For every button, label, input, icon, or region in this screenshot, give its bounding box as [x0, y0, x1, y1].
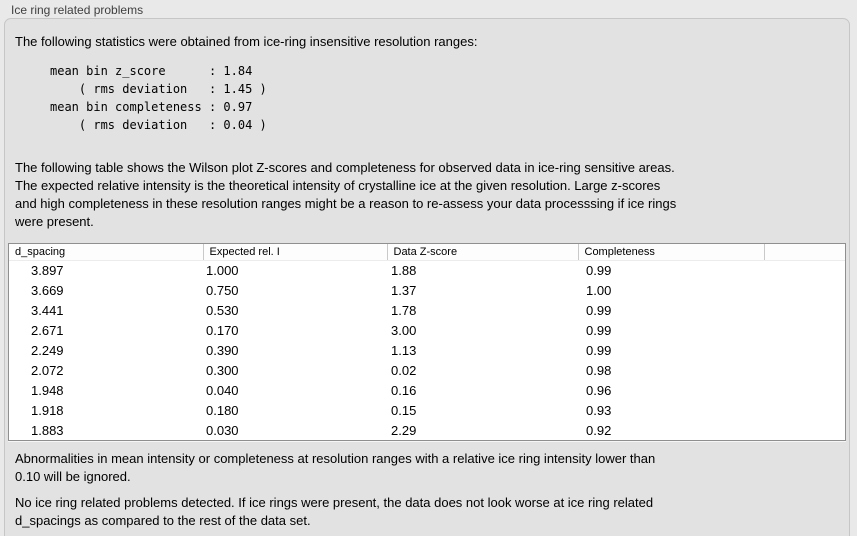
table-cell — [764, 280, 845, 300]
table-row[interactable]: 3.669 0.750 1.37 1.00 — [9, 280, 845, 300]
table-cell: 0.02 — [391, 362, 417, 378]
table-cell: 0.16 — [391, 382, 417, 398]
table-cell — [764, 420, 845, 440]
table-cell — [764, 360, 845, 380]
stat-rms-deviation-comp: ( rms deviation : 0.04 ) — [50, 118, 267, 132]
table-cell: 1.78 — [391, 302, 417, 318]
column-header-expected-rel[interactable]: Expected rel. I — [202, 244, 387, 261]
table-cell: 1.948 — [31, 382, 64, 398]
table-cell: 0.390 — [206, 342, 239, 358]
table-cell: 1.37 — [391, 282, 417, 298]
table-cell: 0.99 — [586, 342, 612, 358]
table-header-row: d_spacing Expected rel. I Data Z-score C… — [9, 244, 845, 261]
table-cell: 0.92 — [586, 422, 612, 438]
column-header-data-z-score[interactable]: Data Z-score — [386, 244, 578, 261]
table-cell: 3.441 — [31, 302, 64, 318]
table-cell — [764, 320, 845, 340]
table-cell: 2.671 — [31, 322, 64, 338]
table-cell: 0.530 — [206, 302, 239, 318]
table-row[interactable]: 2.249 0.390 1.13 0.99 — [9, 340, 845, 360]
stats-summary-block: mean bin z_score : 1.84 ( rms deviation … — [50, 62, 849, 134]
table-cell: 3.897 — [31, 262, 64, 278]
column-header-d-spacing[interactable]: d_spacing — [9, 244, 203, 261]
note-conclusion: No ice ring related problems detected. I… — [15, 495, 654, 528]
stats-intro-text: The following statistics were obtained f… — [15, 34, 478, 49]
stat-mean-bin-z-score: mean bin z_score : 1.84 — [50, 64, 253, 78]
table-row[interactable]: 2.072 0.300 0.02 0.98 — [9, 360, 845, 380]
table-cell: 0.180 — [206, 402, 239, 418]
table-cell: 1.000 — [206, 262, 239, 278]
table-row[interactable]: 1.883 0.030 2.29 0.92 — [9, 420, 845, 440]
panel-title: Ice ring related problems — [11, 3, 144, 17]
table-cell: 0.96 — [586, 382, 612, 398]
table-cell: 3.00 — [391, 322, 417, 338]
table-cell: 0.93 — [586, 402, 612, 418]
table-cell: 0.99 — [586, 262, 612, 278]
table-cell — [764, 380, 845, 400]
table-cell — [764, 340, 845, 360]
table-body: 3.897 1.000 1.88 0.99 3.669 0.750 1.37 1.00 3.44… — [9, 260, 845, 440]
table-row[interactable]: 1.918 0.180 0.15 0.93 — [9, 400, 845, 420]
table-cell: 0.040 — [206, 382, 239, 398]
table-row[interactable]: 3.441 0.530 1.78 0.99 — [9, 300, 845, 320]
table-row[interactable]: 3.897 1.000 1.88 0.99 — [9, 260, 845, 280]
table-row[interactable]: 1.948 0.040 0.16 0.96 — [9, 380, 845, 400]
table-cell: 2.249 — [31, 342, 64, 358]
table-cell — [764, 300, 845, 320]
table-cell — [764, 400, 845, 420]
stat-rms-deviation-z: ( rms deviation : 1.45 ) — [50, 82, 267, 96]
stat-mean-bin-completeness: mean bin completeness : 0.97 — [50, 100, 253, 114]
table-cell: 0.99 — [586, 302, 612, 318]
table-cell: 0.030 — [206, 422, 239, 438]
table-cell: 1.883 — [31, 422, 64, 438]
table-cell: 0.98 — [586, 362, 612, 378]
table-cell: 0.750 — [206, 282, 239, 298]
table-cell: 3.669 — [31, 282, 64, 298]
table-description-text: The following table shows the Wilson plo… — [15, 160, 677, 229]
table-cell — [764, 260, 845, 280]
table-cell: 1.00 — [586, 282, 612, 298]
ice-ring-table[interactable]: d_spacing Expected rel. I Data Z-score C… — [8, 243, 846, 441]
table-cell: 1.918 — [31, 402, 64, 418]
column-header-completeness[interactable]: Completeness — [577, 244, 764, 261]
table-row[interactable]: 2.671 0.170 3.00 0.99 — [9, 320, 845, 340]
table-cell: 0.99 — [586, 322, 612, 338]
table-cell: 0.300 — [206, 362, 239, 378]
note-ignore-threshold: Abnormalities in mean intensity or compl… — [15, 451, 656, 484]
column-header-empty[interactable] — [763, 244, 845, 261]
table-cell: 2.072 — [31, 362, 64, 378]
group-box: The following statistics were obtained f… — [4, 18, 850, 536]
table-cell: 2.29 — [391, 422, 417, 438]
table-cell: 1.13 — [391, 342, 417, 358]
table-cell: 1.88 — [391, 262, 417, 278]
table-cell: 0.15 — [391, 402, 417, 418]
table-cell: 0.170 — [206, 322, 239, 338]
